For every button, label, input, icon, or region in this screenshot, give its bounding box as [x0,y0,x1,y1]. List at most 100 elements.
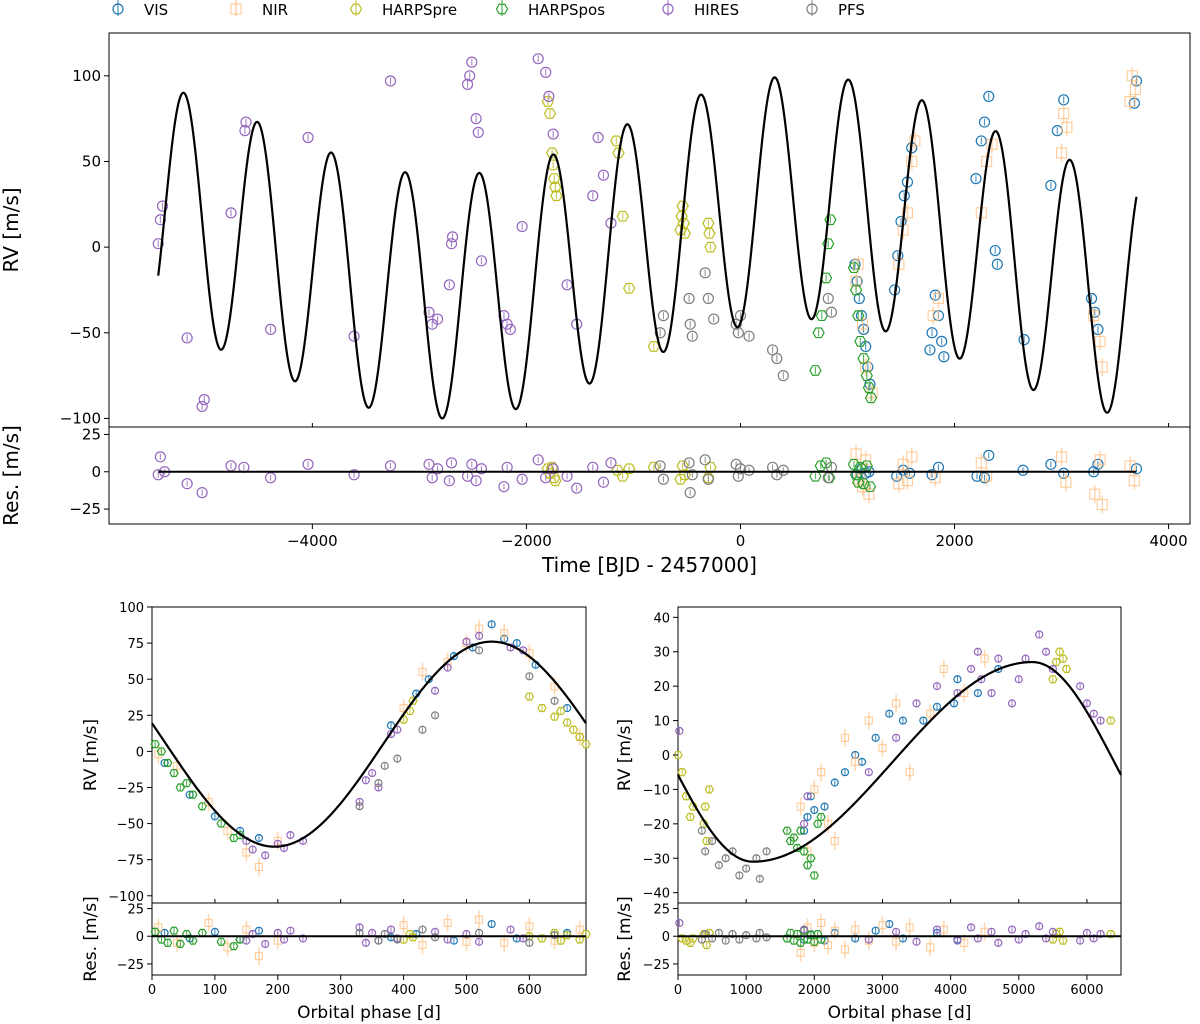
phase-planet-b-res-point-vis [254,926,264,935]
phase-planet-b-res-point-harpspos [216,937,226,946]
time-series-point-harpspos [864,392,878,404]
phase-planet-b-res-point-hires [506,925,515,934]
time-series-res-point-nir [901,475,913,487]
phase-planet-b-point-harpspre [549,712,560,721]
time-series-res-ylabel: Res. [m/s] [0,425,23,526]
phase-planet-b-res-point-harpspos [169,926,179,935]
phase-planet-c-point-nir [926,709,935,718]
time-series-point-vis [924,344,936,356]
time-series-residual-points [152,444,1143,514]
phase-planet-c-point-vis [840,768,850,777]
time-series-point-vis [970,173,982,185]
phase-planet-c-point-harpspre [677,768,687,777]
phase-planet-c-point-hires [994,654,1003,663]
time-series-point-pfs [686,330,698,342]
time-series-xtick-label: 4000 [1150,532,1188,550]
time-series-point-pfs [654,327,666,339]
phase-planet-c-point-pfs [701,847,710,856]
time-series-res-point-harpspos [814,460,827,472]
time-series-res-point-hires [431,463,444,475]
legend-marker-vis [112,3,124,15]
time-series-res-point-pfs [777,464,789,476]
time-series-point-nir [850,275,862,287]
phase-planet-c-point-nir [892,699,901,708]
phase-planet-b-point-nir [204,797,213,806]
time-series-point-hires [423,306,435,318]
time-series-point-harpspre [548,173,561,184]
phase-planet-c-point-harpspre [1051,658,1061,667]
phase-planet-c-res-ytick-label: 0 [662,930,670,945]
phase-planet-c-xlabel: Orbital phase [d] [828,1003,972,1023]
phase-planet-c-ytick-label: −10 [643,783,670,798]
phase-planet-c-point-harpspre [704,785,715,794]
phase-planet-b-data-points [150,619,591,876]
phase-planet-b-point-harpspre [537,704,547,713]
time-series-res-point-hires [571,482,583,494]
phase-planet-c-point-pfs [742,864,751,873]
time-series-point-hires [302,131,314,144]
phase-planet-b-res-point-harpspos [175,939,185,949]
phase-planet-c-point-harpspos [782,826,792,835]
time-series-res-point-nir [893,478,905,490]
phase-planet-c-res-point-hires [1035,922,1044,931]
time-series-point-vis [978,116,991,128]
phase-planet-c-res-point-harpspre [685,938,695,947]
time-series-point-nir [932,292,945,305]
phase-planet-b-point-pfs [418,725,427,734]
legend-label-nir: NIR [262,1,288,19]
time-series-res-point-pfs [743,464,755,476]
phase-planet-c-res-point-harpspos [782,934,792,943]
time-series-res-point-harpspre [622,463,636,475]
phase-planet-c-ytick-label: 30 [653,646,670,661]
phase-planet-b-res-point-nir [575,925,584,934]
phase-planet-b-xtick-label: 500 [454,983,479,998]
phase-planet-c-point-hires [1041,647,1051,656]
time-series-point-harpspos [847,262,861,274]
phase-planet-c-res-ytick-label: −25 [643,958,670,973]
phase-planet-b-res-point-harpspos [163,938,173,947]
time-series-point-harpspre [676,200,689,212]
phase-planet-b-res-ytick-label: −25 [117,958,144,973]
time-series-res-point-pfs [684,487,696,499]
time-series-res-point-hires [597,476,610,488]
legend-entry-pfs: PFS [806,0,865,19]
time-series-res-point-hires [443,475,455,487]
time-series-res-point-hires [532,454,544,466]
phase-planet-b-point-pfs [374,779,383,788]
phase-planet-c-residual-points [675,913,1116,962]
time-series-res-point-hires [475,463,488,475]
phase-planet-b-ytick-label: −25 [117,781,144,796]
time-series-point-vis [929,289,941,301]
phase-planet-c-res-point-hires [1041,934,1051,943]
time-series-point-hires [152,238,164,250]
legend-entry-vis: VIS [112,0,168,19]
phase-planet-c-xtick-label: 3000 [866,983,899,998]
phase-planet-c-point-harpspos [789,833,799,842]
time-series-res-point-harpspre [548,472,561,484]
phase-planet-b-res-ylabel: Res. [m/s] [81,896,101,982]
phase-planet-b-res-point-hires [462,929,471,939]
time-series-point-harpspos [812,327,825,339]
legend-marker-harpspos [495,3,509,15]
time-series-point-nir [909,135,921,147]
time-series-point-pfs [708,313,720,325]
phase-planet-c-res-point-hires [966,923,976,932]
phase-planet-c-xtick-label: 2000 [798,983,831,998]
phase-planet-c-point-hires [864,768,873,777]
phase-planet-c-point-hires [966,664,976,674]
phase-planet-c-point-nir [851,757,860,766]
phase-planet-c-res-point-nir [840,945,850,954]
time-series-point-harpspre [622,282,636,294]
phase-planet-c-ytick-label: 0 [662,749,670,764]
phase-planet-c-res-point-nir [926,943,935,952]
time-series-res-point-pfs [686,469,698,481]
phase-planet-c-point-harpspre [685,812,695,822]
time-series-res-point-pfs [683,457,695,469]
phase-planet-c-point-harpspos [799,847,809,856]
legend-entry-harpspre: HARPSpre [349,0,457,19]
time-series-point-harpspos [860,370,873,381]
time-series-ytick-label: 100 [72,67,101,85]
phase-planet-c-ytick-label: −40 [643,887,670,902]
phase-planet-c-point-pfs [755,874,764,884]
